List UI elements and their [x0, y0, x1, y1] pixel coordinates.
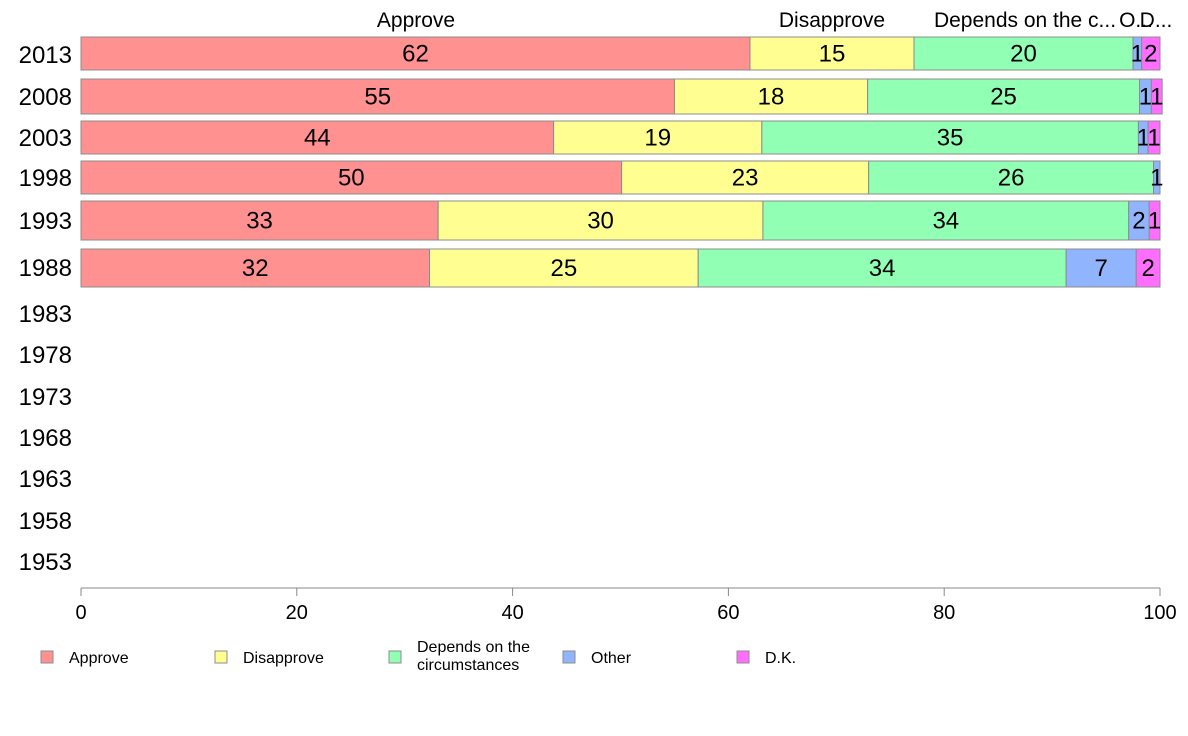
bar-segment-1993-4	[1148, 200, 1161, 241]
bar-segment-1988-3	[1065, 248, 1137, 288]
bar-segment-1988-0	[80, 248, 431, 288]
data-label-2008-2: 25	[990, 84, 1017, 111]
data-label-1993-4: 1	[1148, 208, 1161, 235]
data-label-1988-2: 34	[869, 255, 896, 282]
x-tick-label: 40	[501, 602, 523, 624]
x-tick-label: 20	[286, 602, 308, 624]
bar-segment-2003-1	[553, 120, 763, 155]
legend-label: Depends on the circumstances	[417, 639, 530, 674]
data-label-2003-0: 44	[304, 125, 331, 152]
data-label-1993-0: 33	[246, 208, 273, 235]
data-label-2003-3: 1	[1137, 125, 1150, 152]
data-label-2013-4: 2	[1144, 41, 1157, 68]
data-label-1988-1: 25	[550, 255, 577, 282]
data-label-2003-1: 19	[644, 125, 671, 152]
legend: Approve Disapprove Depends on the circumsta…	[40, 639, 796, 674]
y-tick-label: 2013	[19, 42, 72, 69]
data-label-2013-0: 62	[402, 41, 429, 68]
top-series-label: Depends on the c...	[934, 9, 1116, 32]
data-label-1988-4: 2	[1141, 255, 1154, 282]
data-label-1998-0: 50	[338, 165, 365, 192]
top-series-label: O...	[1119, 9, 1153, 32]
data-label-1993-2: 34	[932, 208, 959, 235]
y-tick-label: 1973	[19, 384, 72, 411]
legend-swatch	[40, 650, 54, 664]
bar-segment-1993-0	[80, 200, 439, 241]
data-label-2013-3: 1	[1131, 41, 1144, 68]
y-tick-label: 1968	[19, 425, 72, 452]
top-series-label: D...	[1140, 9, 1173, 32]
top-series-label: Approve	[377, 9, 455, 32]
data-label-2013-1: 15	[819, 41, 846, 68]
bar-segment-1998-1	[621, 160, 870, 195]
y-tick-label: 2008	[19, 84, 72, 111]
bar-segment-2008-1	[673, 78, 869, 115]
y-tick-label: 2003	[19, 125, 72, 152]
y-tick-label: 1993	[19, 208, 72, 235]
data-label-1988-3: 7	[1095, 255, 1108, 282]
legend-swatch	[562, 650, 576, 664]
bar-segment-2013-4	[1141, 36, 1161, 71]
legend-label: Other	[591, 650, 632, 667]
x-tick-label: 60	[717, 602, 739, 624]
y-tick-label: 1983	[19, 301, 72, 328]
data-label-2008-0: 55	[364, 84, 391, 111]
y-tick-label: 1978	[19, 342, 72, 369]
bar-segment-2013-1	[749, 36, 915, 71]
data-label-1998-2: 26	[998, 165, 1025, 192]
data-label-2003-4: 1	[1147, 125, 1160, 152]
legend-swatch	[388, 650, 402, 664]
legend-label: D.K.	[765, 650, 796, 667]
bar-segment-1998-0	[80, 160, 623, 195]
data-label-2008-3: 1	[1139, 84, 1152, 111]
y-tick-label: 1958	[19, 508, 72, 535]
y-tick-label: 1953	[19, 549, 72, 576]
legend-label-line: Depends on the	[417, 639, 530, 656]
legend-swatch	[214, 650, 228, 664]
y-tick-label: 1963	[19, 466, 72, 493]
legend-label: Disapprove	[243, 650, 324, 667]
data-label-2008-1: 18	[758, 84, 785, 111]
data-label-1998-3: 1	[1150, 165, 1163, 192]
top-series-label: Disapprove	[779, 9, 885, 32]
bar-segment-2003-4	[1147, 120, 1161, 155]
bar-segment-1988-2	[697, 248, 1067, 288]
bar-segment-1988-4	[1135, 248, 1161, 288]
x-tick-label: 80	[933, 602, 955, 624]
bar-segment-2013-0	[80, 36, 751, 71]
y-tick-label: 1988	[19, 255, 72, 282]
legend-label: Approve	[69, 650, 129, 667]
top-labels-layer: Approve Disapprove Depends on the c... O...…	[377, 9, 1172, 32]
bar-segment-2008-2	[867, 78, 1141, 115]
bar-segment-2008-4	[1150, 78, 1163, 115]
bar-segment-1998-2	[868, 160, 1155, 195]
data-label-1998-1: 23	[732, 165, 759, 192]
bar-segment-1998-3	[1153, 160, 1161, 195]
bar-segment-2013-2	[913, 36, 1134, 71]
x-tick-label: 100	[1143, 602, 1176, 624]
legend-label-line: circumstances	[417, 657, 519, 674]
data-label-2013-2: 20	[1010, 41, 1037, 68]
data-label-2003-2: 35	[937, 125, 964, 152]
y-tick-label: 1998	[19, 165, 72, 192]
year-labels-layer: 2013 2008 2003 1998 1993 1988 1983 1978 1973 1968…	[19, 42, 72, 576]
data-label-2008-4: 1	[1150, 84, 1163, 111]
data-label-1993-1: 30	[587, 208, 614, 235]
legend-swatch	[736, 650, 750, 664]
bar-segment-1993-1	[437, 200, 764, 241]
x-axis: 0 20 40 60 80 100	[75, 587, 1177, 624]
data-label-1988-0: 32	[242, 255, 269, 282]
bar-segment-1993-2	[762, 200, 1130, 241]
x-tick-label: 0	[75, 602, 86, 624]
data-label-1993-3: 2	[1132, 208, 1145, 235]
